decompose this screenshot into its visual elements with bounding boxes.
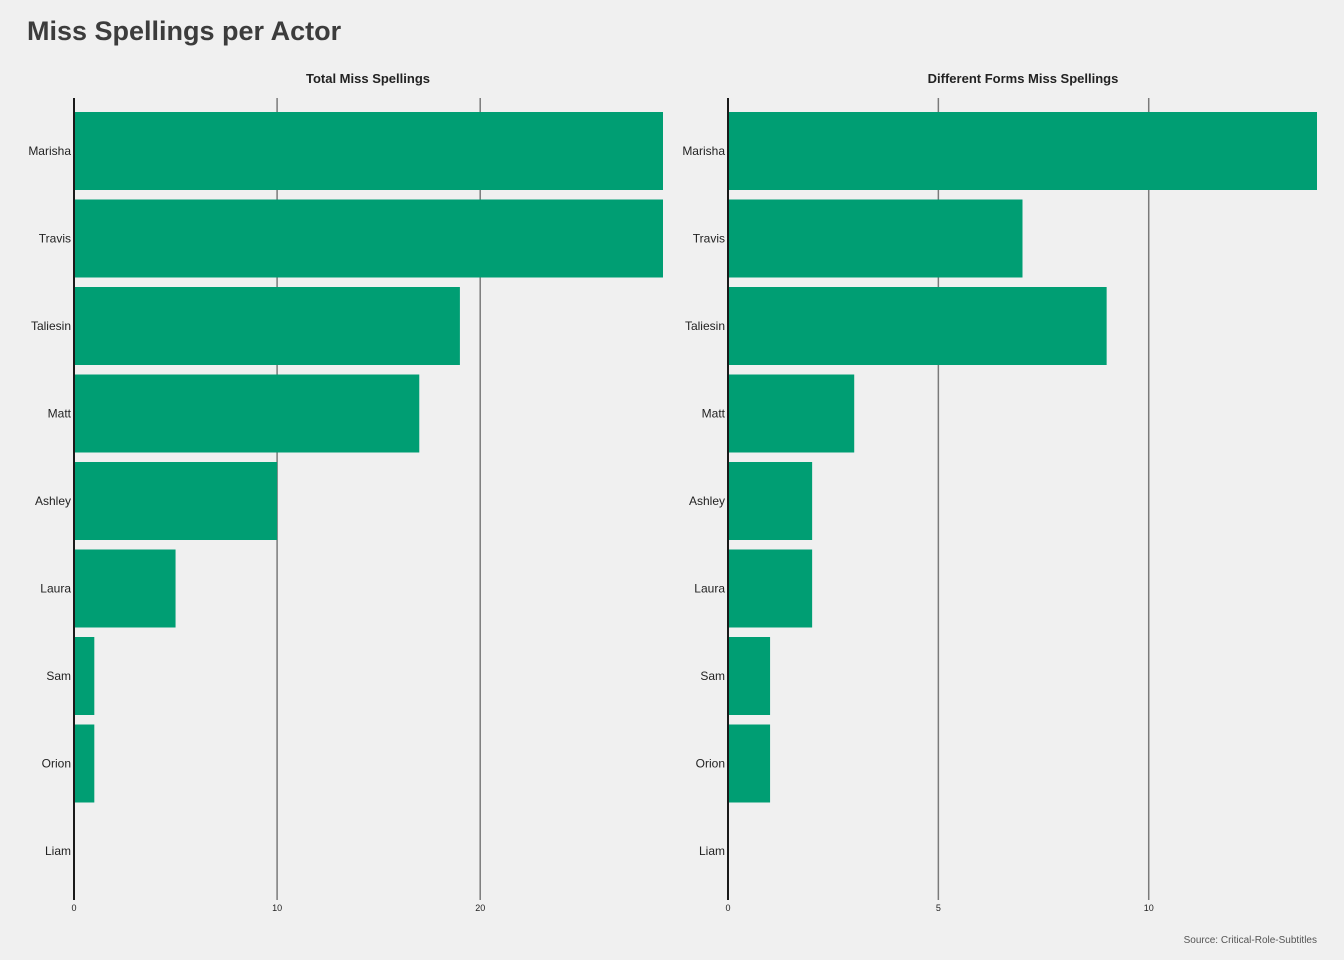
panel-2-bar-marisha bbox=[728, 112, 1317, 190]
panel-2-bar-travis bbox=[728, 199, 1023, 278]
panel-1-x-tick-label: 10 bbox=[272, 903, 282, 913]
panel-1-bar-marisha bbox=[74, 112, 663, 190]
panel-2-x-tick-label: 10 bbox=[1144, 903, 1154, 913]
panel-1-x-tick-label: 0 bbox=[71, 903, 76, 913]
panel-2-title: Different Forms Miss Spellings bbox=[928, 71, 1119, 86]
panel-1-title: Total Miss Spellings bbox=[306, 71, 430, 86]
panel-2-category-label: Sam bbox=[700, 669, 725, 683]
panel-1-category-label: Marisha bbox=[28, 144, 71, 158]
panel-1-category-label: Orion bbox=[42, 757, 71, 771]
panel-2-category-label: Liam bbox=[699, 844, 725, 858]
source-caption: Source: Critical-Role-Subtitles bbox=[1183, 935, 1317, 946]
panel-1-x-tick-label: 20 bbox=[475, 903, 485, 913]
panel-1-category-label: Taliesin bbox=[31, 319, 71, 333]
panel-1-bar-sam bbox=[74, 637, 95, 715]
panel-1-bar-taliesin bbox=[74, 287, 460, 365]
panel-2-bar-taliesin bbox=[728, 287, 1107, 365]
panel-2-category-label: Travis bbox=[693, 232, 725, 246]
panel-2-bar-laura bbox=[728, 549, 813, 628]
panel-2-bar-ashley bbox=[728, 462, 813, 540]
panel-2-category-label: Taliesin bbox=[685, 319, 725, 333]
panel-2-category-label: Marisha bbox=[682, 144, 725, 158]
panel-1-bar-matt bbox=[74, 374, 420, 453]
panel-1-bar-ashley bbox=[74, 462, 278, 540]
panel-1-category-label: Sam bbox=[46, 669, 71, 683]
panel-2-category-label: Matt bbox=[702, 407, 726, 421]
panel-1-category-label: Ashley bbox=[35, 494, 71, 508]
panel-2-bar-orion bbox=[728, 724, 771, 803]
panel-2-bar-matt bbox=[728, 374, 855, 453]
chart-title: Miss Spellings per Actor bbox=[27, 16, 342, 46]
panel-2-x-tick-label: 0 bbox=[725, 903, 730, 913]
panel-2-x-tick-label: 5 bbox=[936, 903, 941, 913]
panel-2-category-label: Orion bbox=[696, 757, 725, 771]
panel-2-category-label: Ashley bbox=[689, 494, 725, 508]
panel-1-category-label: Matt bbox=[48, 407, 72, 421]
panel-1-category-label: Travis bbox=[39, 232, 71, 246]
panel-2-bar-sam bbox=[728, 637, 771, 715]
panel-1-category-label: Laura bbox=[40, 582, 71, 596]
panel-1-bar-travis bbox=[74, 199, 663, 278]
panel-2-category-label: Laura bbox=[694, 582, 725, 596]
panel-1-category-label: Liam bbox=[45, 844, 71, 858]
panel-1-bar-laura bbox=[74, 549, 176, 628]
panel-1-bar-orion bbox=[74, 724, 95, 803]
